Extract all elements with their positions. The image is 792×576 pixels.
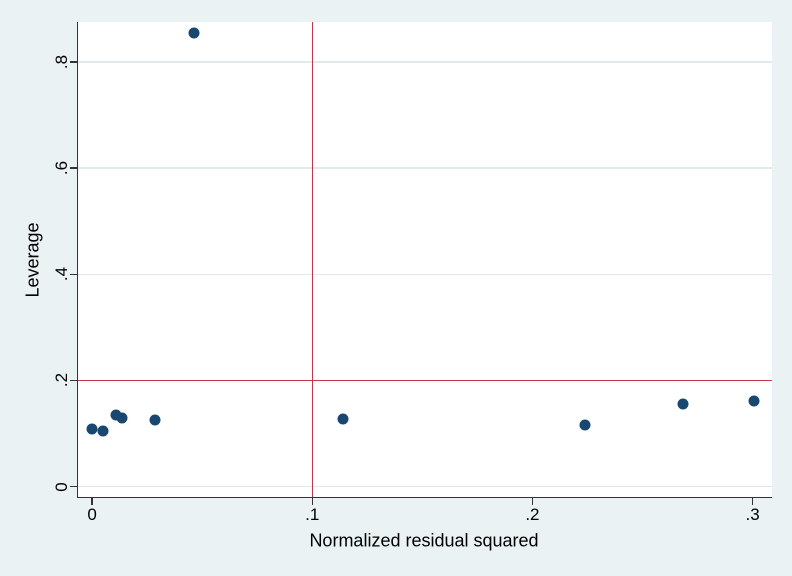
residual-ref-line bbox=[311, 22, 313, 497]
data-point bbox=[337, 413, 349, 425]
plot-area: 0 .2 .4 .6 .8 0 .1 .2 .3 bbox=[52, 22, 772, 524]
data-point bbox=[579, 419, 591, 431]
data-point bbox=[110, 409, 122, 421]
data-point bbox=[86, 423, 98, 435]
grid-line bbox=[78, 273, 772, 276]
data-point bbox=[748, 395, 760, 407]
y-tick-mark bbox=[70, 167, 77, 169]
x-tick-label: .3 bbox=[745, 504, 760, 524]
x-tick-label: .1 bbox=[305, 504, 320, 524]
y-axis-title: Leverage bbox=[22, 222, 43, 298]
grid-line bbox=[78, 485, 772, 488]
x-axis-title: Normalized residual squared bbox=[309, 530, 539, 551]
grid-line bbox=[78, 167, 772, 169]
y-tick-label: .4 bbox=[52, 267, 71, 282]
y-tick-mark bbox=[70, 273, 77, 276]
leverage-ref-line bbox=[78, 379, 772, 382]
x-tick-mark bbox=[91, 498, 93, 505]
data-point bbox=[149, 414, 161, 426]
y-tick-label: .8 bbox=[52, 54, 71, 70]
grid-line bbox=[78, 61, 772, 63]
y-tick-mark bbox=[70, 61, 77, 63]
x-tick-mark bbox=[311, 498, 313, 505]
y-tick-mark bbox=[70, 485, 77, 488]
data-point bbox=[116, 412, 128, 424]
data-point bbox=[188, 27, 200, 39]
y-tick-label: .6 bbox=[52, 161, 71, 176]
y-tick-label: 0 bbox=[52, 481, 71, 492]
x-tick-mark bbox=[751, 498, 754, 505]
y-tick-mark bbox=[70, 379, 77, 382]
data-point bbox=[97, 425, 109, 437]
x-tick-label: 0 bbox=[87, 504, 97, 524]
y-tick-label: .2 bbox=[52, 373, 71, 388]
x-tick-mark bbox=[531, 498, 534, 505]
data-point bbox=[677, 398, 689, 410]
x-tick-label: .2 bbox=[525, 504, 540, 524]
